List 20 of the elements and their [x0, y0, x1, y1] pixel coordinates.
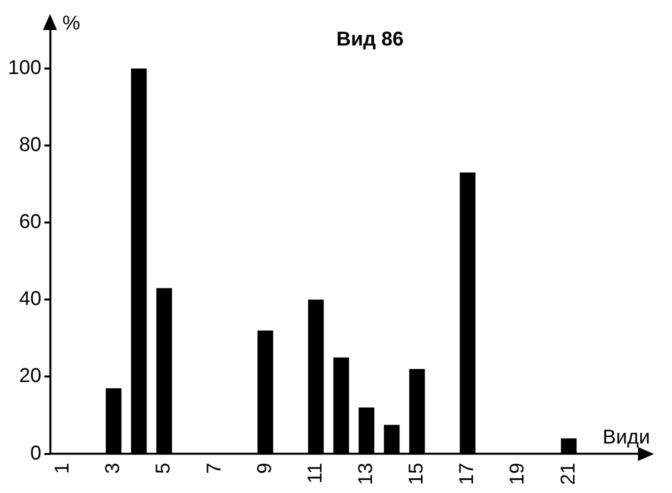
x-tick-label: 5 — [152, 462, 175, 474]
x-tick-label: 9 — [254, 462, 276, 474]
x-tick-label: 13 — [354, 462, 377, 486]
x-tick-label: 19 — [506, 462, 529, 486]
x-tick-label: 21 — [557, 462, 580, 486]
x-tick-label: 17 — [456, 462, 478, 486]
x-axis-title: Види — [602, 426, 650, 448]
y-tick-label: 0 — [30, 442, 42, 464]
y-axis-title: % — [62, 12, 80, 35]
y-tick-label: 40 — [19, 288, 42, 310]
x-tick-label: 1 — [52, 462, 74, 474]
chart-title: Вид 86 — [336, 28, 404, 51]
y-tick-label: 100 — [8, 57, 42, 80]
y-tick-label: 80 — [19, 134, 42, 156]
x-tick-label: 3 — [102, 462, 124, 474]
x-tick-label: 11 — [304, 462, 326, 484]
x-tick-label: 15 — [406, 462, 428, 486]
y-tick-label: 20 — [19, 365, 42, 388]
x-tick-label: 7 — [203, 462, 226, 474]
y-tick-label: 60 — [19, 211, 42, 234]
